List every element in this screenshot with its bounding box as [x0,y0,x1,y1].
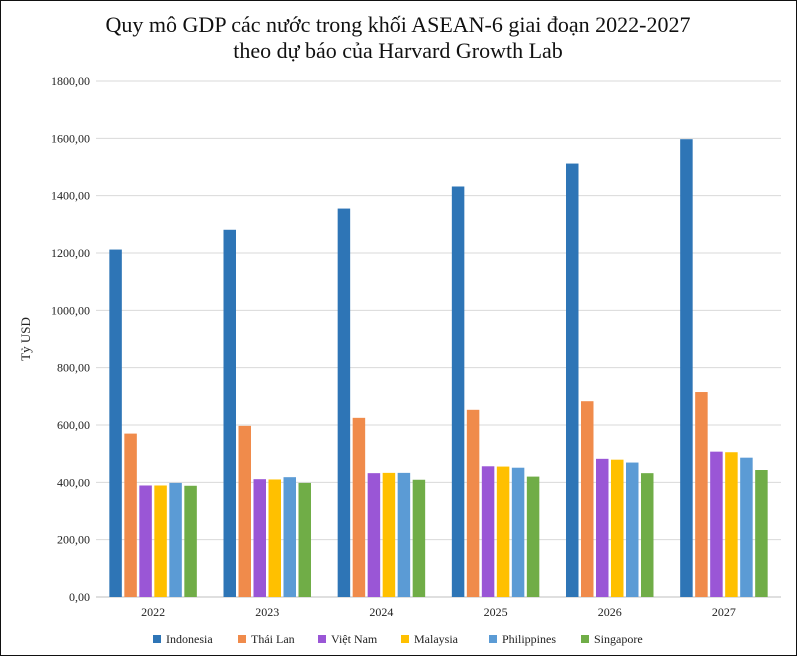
legend-label: Việt Nam [331,632,378,646]
y-tick-label: 600,00 [57,418,90,432]
gridlines [96,80,781,598]
bar-việt-nam [253,479,266,597]
x-tick-label: 2022 [141,605,165,619]
bar-singapore [298,482,311,597]
bar-singapore [755,470,768,597]
bar-singapore [184,485,197,597]
bar-indonesia [566,163,579,597]
y-axis-ticks: 0,00 200,00 400,00 600,00 800,00 1000,00 1200,… [51,74,90,604]
bar-thái-lan [695,392,708,597]
legend-label: Indonesia [166,632,213,646]
x-tick-label: 2023 [255,605,279,619]
legend-label: Thái Lan [251,632,295,646]
legend-swatch [238,635,246,643]
bar-thái-lan [352,417,366,597]
x-tick-label: 2025 [484,605,508,619]
bar-indonesia [223,229,236,597]
bar-malaysia [725,452,738,597]
legend-swatch [153,635,161,643]
legend-swatch [581,635,589,643]
bar-malaysia [496,466,510,597]
bar-thái-lan [581,401,594,597]
bar-malaysia [268,479,281,597]
bar-indonesia [451,186,465,597]
bar-việt-nam [139,485,152,597]
legend-swatch [318,635,326,643]
bar-singapore [412,479,426,597]
legend-label: Philippines [502,632,556,646]
y-tick-label: 400,00 [57,475,90,489]
x-tick-label: 2026 [598,605,622,619]
y-tick-label: 200,00 [57,533,90,547]
legend-label: Singapore [594,632,643,646]
y-tick-label: 800,00 [57,361,90,375]
y-axis-label: Tỷ USD [18,317,33,361]
y-tick-label: 0,00 [69,590,90,604]
bar-malaysia [611,459,624,597]
bar-việt-nam [710,451,723,597]
bar-thái-lan [466,409,480,597]
bar-indonesia [337,208,351,598]
bar-philippines [283,477,296,597]
x-tick-label: 2027 [712,605,736,619]
legend-swatch [489,635,497,643]
legend-label: Malaysia [414,632,459,646]
x-axis-ticks: 2022 2023 2024 2025 2026 2027 [141,605,736,619]
bar-thái-lan [124,433,137,597]
bar-philippines [397,472,411,597]
chart-subtitle: theo dự báo của Harvard Growth Lab [233,38,563,63]
bar-indonesia [680,139,693,597]
bar-việt-nam [481,466,495,597]
bars [109,139,768,598]
y-tick-label: 1000,00 [51,303,90,317]
bar-philippines [626,462,639,597]
bar-philippines [740,457,753,597]
legend-swatch [401,635,409,643]
bar-philippines [511,467,525,597]
bar-malaysia [382,472,396,597]
bar-việt-nam [596,458,609,597]
legend: Indonesia Thái Lan Việt Nam Malaysia Philipp… [153,632,643,646]
bar-singapore [641,473,654,597]
bar-thái-lan [238,425,251,597]
y-tick-label: 1400,00 [51,189,90,203]
bar-malaysia [154,485,167,597]
bar-philippines [169,482,182,597]
y-tick-label: 1200,00 [51,246,90,260]
y-tick-label: 1600,00 [51,131,90,145]
chart-title: Quy mô GDP các nước trong khối ASEAN-6 g… [106,12,691,37]
bar-việt-nam [367,473,381,597]
bar-singapore [526,476,540,597]
bar-indonesia [109,249,122,597]
x-tick-label: 2024 [369,605,393,619]
y-tick-label: 1800,00 [51,74,90,88]
